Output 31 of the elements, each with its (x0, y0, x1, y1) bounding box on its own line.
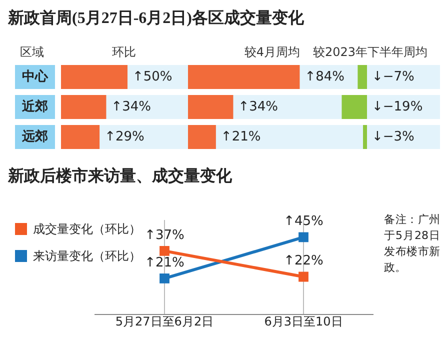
point (298, 272, 308, 282)
data-label: ↑34% (238, 99, 278, 114)
chart-title: 新政首周(5月27日-6月2日)各区成交量变化 (8, 8, 304, 29)
x-axis-title: 环比 (111, 44, 137, 61)
data-label: ↑45% (284, 214, 324, 230)
point (160, 274, 170, 284)
point (298, 232, 308, 242)
data-label: ↓−19% (372, 99, 423, 114)
x-axis-title: 较4月周均 (243, 44, 300, 61)
x-tick-label: 5月27日至6月2日 (115, 314, 214, 329)
chart-title: 新政后楼市来访量、成交量变化 (8, 166, 232, 187)
x-tick-label: 6月3日至10日 (264, 314, 343, 329)
data-label: ↑84% (304, 69, 345, 84)
legend-label: 来访量变化（环比） (33, 248, 141, 264)
y-tick-label: 远郊 (21, 128, 48, 144)
y-tick-label: 中心 (22, 68, 49, 84)
text: 备注：广州于5月28日发布楼市新政。 (384, 212, 440, 276)
data-label: ↑22% (284, 254, 324, 269)
data-label: ↑34% (111, 99, 152, 114)
legend-label: 成交量变化（环比） (33, 220, 141, 238)
data-label: ↑21% (220, 129, 261, 144)
data-label: ↓−7% (372, 69, 414, 84)
data-label: ↑29% (104, 129, 144, 144)
data-label: ↑37% (144, 228, 184, 243)
data-label: ↑21% (144, 255, 184, 270)
x-axis-title: 较2023年下半年周均 (313, 44, 429, 61)
data-label: ↓−3% (372, 129, 414, 144)
y-axis-title: 区域 (20, 44, 44, 61)
point (160, 246, 170, 256)
data-label: ↑50% (132, 69, 172, 84)
y-tick-label: 近郊 (21, 98, 48, 114)
